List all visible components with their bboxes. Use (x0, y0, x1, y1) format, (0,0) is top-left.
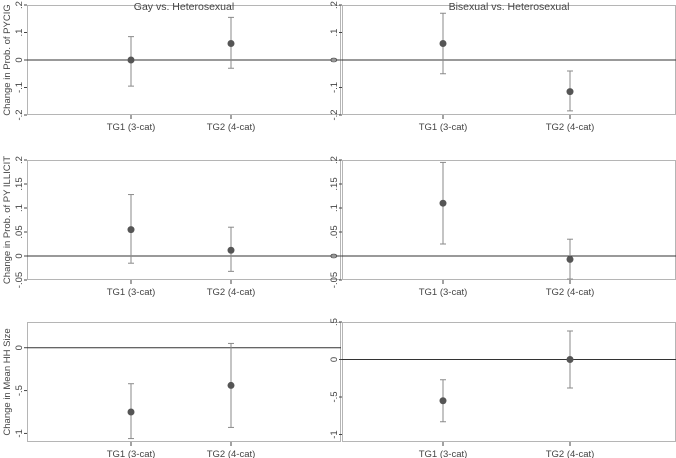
y-tick-label: -.1 (14, 82, 25, 93)
y-tick-label: .15 (329, 177, 340, 190)
panel-title: Bisexual vs. Heterosexual (449, 1, 570, 13)
y-tick-label: 0 (329, 57, 340, 62)
y-axis-label: Change in Prob. of PYCIG (2, 4, 13, 115)
point-estimate (127, 408, 135, 416)
panel-frame (27, 322, 341, 442)
y-tick-label: .5 (329, 318, 340, 326)
y-tick-label: 0 (14, 253, 25, 258)
x-tick-label: TG2 (4-cat) (207, 449, 256, 458)
x-tick-label: TG1 (3-cat) (419, 122, 468, 133)
point-estimate (439, 199, 447, 207)
y-tick-label: .05 (14, 225, 25, 238)
panel-frame (342, 160, 676, 280)
x-tick-label: TG1 (3-cat) (107, 449, 156, 458)
y-tick-label: .2 (14, 156, 25, 164)
x-tick-label: TG2 (4-cat) (207, 287, 256, 298)
point-estimate (227, 40, 235, 47)
point-estimate (127, 226, 135, 234)
y-tick-label: -.5 (329, 391, 340, 402)
point-estimate (566, 88, 574, 96)
point-estimate (566, 255, 574, 263)
point-estimate (439, 397, 447, 405)
y-tick-label: .2 (329, 1, 340, 9)
y-tick-label: 0 (14, 57, 25, 62)
panel-frame (342, 322, 676, 442)
y-tick-label: -.05 (329, 272, 340, 288)
point-estimate (227, 246, 235, 254)
y-tick-label: -.2 (329, 109, 340, 120)
y-axis-label: Change in Prob. of PY ILLICIT (2, 156, 13, 284)
y-tick-label: 0 (14, 345, 25, 350)
panel-frame (27, 160, 341, 280)
y-tick-label: .05 (329, 225, 340, 238)
y-axis-label: Change in Mean HH Size (2, 328, 13, 435)
y-tick-label: -.1 (329, 82, 340, 93)
x-tick-label: TG2 (4-cat) (546, 122, 595, 133)
x-tick-label: TG2 (4-cat) (546, 449, 595, 458)
y-tick-label: -1 (329, 430, 340, 438)
y-tick-label: .1 (329, 204, 340, 212)
y-tick-label: .2 (329, 156, 340, 164)
panel-title: Gay vs. Heterosexual (134, 1, 234, 13)
x-tick-label: TG2 (4-cat) (207, 122, 256, 133)
point-estimate (227, 381, 235, 389)
x-tick-label: TG1 (3-cat) (419, 449, 468, 458)
y-tick-label: .15 (14, 177, 25, 190)
y-tick-label: .1 (14, 204, 25, 212)
y-tick-label: .2 (14, 1, 25, 9)
x-tick-label: TG1 (3-cat) (107, 122, 156, 133)
point-estimate (127, 56, 135, 64)
x-tick-label: TG1 (3-cat) (419, 287, 468, 298)
point-estimate (566, 356, 574, 363)
y-tick-label: .1 (329, 29, 340, 37)
y-tick-label: 0 (329, 253, 340, 258)
x-tick-label: TG2 (4-cat) (546, 287, 595, 298)
y-tick-label: 0 (329, 357, 340, 362)
x-tick-label: TG1 (3-cat) (107, 287, 156, 298)
y-tick-label: -1 (14, 429, 25, 437)
y-tick-label: .1 (14, 29, 25, 37)
y-tick-label: -.05 (14, 272, 25, 288)
y-tick-label: -.5 (14, 385, 25, 396)
point-estimate (439, 40, 447, 47)
y-tick-label: -.2 (14, 109, 25, 120)
